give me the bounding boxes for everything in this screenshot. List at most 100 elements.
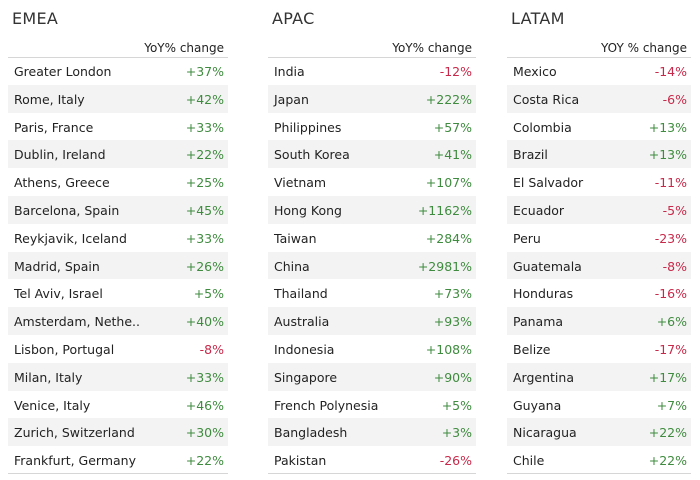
row-label: Peru [513, 230, 541, 246]
row-value: +284% [425, 230, 472, 246]
row-label: Madrid, Spain [14, 258, 100, 274]
row-value: +22% [185, 453, 224, 469]
table-row: Argentina +17% [507, 362, 691, 391]
column-header: YOY % change [601, 41, 687, 55]
row-value: +26% [185, 258, 224, 274]
row-value: +22% [648, 425, 687, 441]
table-row: Vietnam +107% [268, 168, 476, 196]
row-label: Philippines [274, 119, 342, 135]
header-divider [507, 57, 691, 58]
table-row: Singapore +90% [268, 362, 476, 391]
table-row: Costa Rica -6% [507, 84, 691, 113]
row-value: +222% [425, 91, 472, 107]
row-label: Guyana [513, 397, 562, 413]
table-row: Australia +93% [268, 307, 476, 335]
row-value: +40% [185, 314, 224, 330]
row-label: Vietnam [274, 175, 327, 191]
table-row: Athens, Greece +25% [8, 168, 228, 196]
table-row: Indonesia +108% [268, 335, 476, 363]
table-row: Hong Kong +1162% [268, 195, 476, 224]
row-label: South Korea [274, 147, 350, 163]
table-row: Paris, France +33% [8, 113, 228, 141]
row-value: +45% [185, 202, 224, 218]
row-value: -14% [654, 64, 687, 79]
row-label: Argentina [513, 369, 574, 385]
table-row: Milan, Italy +33% [8, 362, 228, 391]
row-value: -16% [654, 286, 687, 302]
table-row: Madrid, Spain +26% [8, 251, 228, 280]
table-row: Ecuador -5% [507, 195, 691, 224]
row-value: +25% [185, 175, 224, 191]
table-row: Greater London +37% [8, 57, 228, 85]
row-label: Chile [513, 453, 545, 469]
row-label: Amsterdam, Nethe.. [14, 314, 140, 330]
bottom-divider [8, 473, 228, 474]
emea-table: EMEA YoY% change Greater London +37% Rome,… [8, 0, 228, 480]
row-label: Japan [274, 91, 309, 107]
row-label: Venice, Italy [14, 397, 91, 413]
column-header: YoY% change [392, 41, 472, 55]
table-row: South Korea +41% [268, 140, 476, 169]
header-divider [8, 57, 228, 58]
row-label: Milan, Italy [14, 369, 83, 385]
table-row: Reykjavik, Iceland +33% [8, 224, 228, 252]
row-value: +17% [648, 369, 687, 385]
table-row: El Salvador -11% [507, 168, 691, 196]
apac-table: APAC YoY% change India -12% Japan +222% Phil… [268, 0, 476, 480]
row-label: Bangladesh [274, 425, 348, 441]
table-row: China +2981% [268, 251, 476, 280]
row-value: +7% [656, 397, 687, 413]
table-row: Honduras -16% [507, 279, 691, 307]
row-label: Guatemala [513, 258, 582, 274]
row-value: -17% [654, 341, 687, 357]
table-row: Frankfurt, Germany +22% [8, 446, 228, 474]
row-label: Paris, France [14, 119, 94, 135]
table-row: Thailand +73% [268, 279, 476, 307]
table-row: Taiwan +284% [268, 224, 476, 252]
row-value: +22% [185, 147, 224, 163]
row-label: Nicaragua [513, 425, 577, 441]
table-row: Tel Aviv, Israel +5% [8, 279, 228, 307]
row-value: -5% [662, 202, 687, 218]
row-value: -26% [439, 453, 472, 469]
row-label: Costa Rica [513, 91, 580, 107]
row-value: +5% [441, 397, 472, 413]
latam-table: LATAM YOY % change Mexico -14% Costa Rica -… [507, 0, 691, 480]
row-value: +6% [656, 314, 687, 330]
row-value: +41% [433, 147, 472, 163]
row-label: Hong Kong [274, 202, 342, 218]
row-value: +5% [193, 286, 224, 302]
row-label: Colombia [513, 119, 572, 135]
row-value: +13% [648, 119, 687, 135]
row-value: +2981% [417, 258, 472, 274]
row-label: Lisbon, Portugal [14, 341, 115, 357]
table-row: Amsterdam, Nethe.. +40% [8, 307, 228, 335]
row-value: +42% [185, 91, 224, 107]
row-label: Honduras [513, 286, 574, 302]
row-value: +107% [425, 175, 472, 191]
row-value: +90% [433, 369, 472, 385]
row-label: Reykjavik, Iceland [14, 230, 127, 246]
region-title: LATAM [511, 9, 565, 28]
table-row: Panama +6% [507, 307, 691, 335]
table-row: Barcelona, Spain +45% [8, 195, 228, 224]
row-label: Pakistan [274, 453, 327, 469]
table-row: Zurich, Switzerland +30% [8, 418, 228, 447]
table-row: Rome, Italy +42% [8, 84, 228, 113]
row-value: -8% [199, 341, 224, 357]
table-row: Bangladesh +3% [268, 418, 476, 447]
table-row: Lisbon, Portugal -8% [8, 335, 228, 363]
table-row: Peru -23% [507, 224, 691, 252]
row-label: El Salvador [513, 175, 584, 191]
table-row: Pakistan -26% [268, 446, 476, 474]
row-label: Tel Aviv, Israel [14, 286, 103, 302]
table-row: Japan +222% [268, 84, 476, 113]
row-label: Zurich, Switzerland [14, 425, 135, 441]
table-row: Guyana +7% [507, 391, 691, 419]
bottom-divider [507, 473, 691, 474]
table-row: Brazil +13% [507, 140, 691, 169]
row-value: +1162% [417, 202, 472, 218]
table-row: Dublin, Ireland +22% [8, 140, 228, 169]
table-row: Colombia +13% [507, 113, 691, 141]
row-label: Ecuador [513, 202, 565, 218]
